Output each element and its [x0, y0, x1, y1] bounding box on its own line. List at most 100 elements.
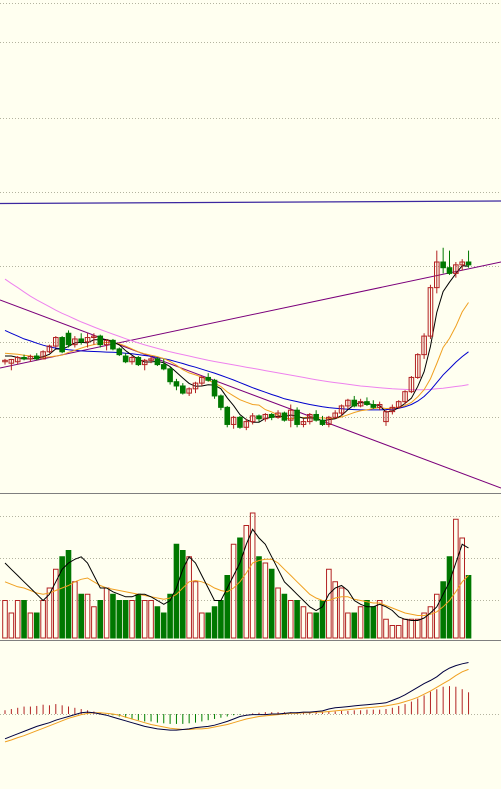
candle-down: [224, 406, 231, 425]
ma5-line: [5, 265, 469, 423]
candle-up: [262, 413, 269, 420]
candle-up: [192, 382, 199, 390]
candle-up: [414, 354, 421, 378]
volume-bar-down: [180, 550, 186, 639]
candle-up: [307, 413, 313, 423]
volume-bar-down: [205, 612, 211, 639]
candle-up: [2, 359, 8, 363]
candle-down: [211, 379, 218, 397]
candle-up: [459, 261, 465, 266]
candle-up: [402, 391, 408, 403]
candle-down: [110, 339, 116, 350]
candle-down: [446, 267, 453, 274]
candle-up: [199, 376, 205, 384]
macd-panel: [4, 662, 470, 743]
candle-down: [319, 419, 326, 425]
candle-down: [205, 376, 211, 381]
candle-up: [84, 337, 91, 343]
candle-up: [148, 358, 154, 361]
candle-down: [268, 413, 275, 418]
candle-up: [408, 376, 415, 393]
candle-down: [364, 401, 370, 405]
volume-bar-up: [332, 581, 338, 639]
grid-layer: [0, 3, 501, 715]
volume-bar-down: [135, 593, 142, 639]
volume-bar-down: [97, 600, 104, 639]
candle-down: [65, 332, 72, 346]
candle-up: [332, 412, 338, 418]
candle-up: [338, 405, 345, 414]
volume-bar-up: [84, 593, 91, 639]
candle-down: [154, 358, 161, 366]
candle-up: [230, 416, 237, 425]
volume-bar-down: [33, 612, 40, 639]
volume-bar-down: [110, 593, 116, 639]
volume-bar-up: [376, 600, 383, 639]
candle-down: [78, 338, 85, 343]
volume-bar-up: [395, 625, 402, 639]
volume-panel: [2, 512, 472, 639]
volume-bar-down: [465, 575, 472, 639]
candle-up: [300, 421, 307, 425]
panel-borders: [0, 493, 501, 641]
candle-up: [91, 335, 97, 339]
volume-bar-down: [364, 600, 370, 639]
candle-up: [389, 406, 396, 413]
candle-down: [281, 412, 288, 421]
candle-up: [395, 401, 402, 408]
volume-ma10-line: [4, 558, 469, 616]
volume-bar-down: [116, 600, 123, 639]
volume-bar-up: [383, 618, 389, 639]
volume-bar-up: [8, 612, 15, 639]
volume-bar-up: [338, 587, 345, 639]
candle-down: [313, 413, 319, 421]
volume-bar-up: [414, 618, 421, 639]
volume-bar-down: [313, 612, 319, 639]
falling-trendline: [0, 299, 501, 489]
candle-down: [97, 335, 104, 346]
candle-up: [14, 356, 21, 363]
volume-bar-down: [78, 593, 85, 639]
volume-bar-down: [211, 606, 218, 639]
candle-up: [249, 415, 256, 423]
volume-bar-down: [167, 593, 173, 639]
volume-bar-up: [300, 606, 307, 639]
volume-bar-down: [160, 612, 167, 639]
volume-bar-up: [192, 581, 199, 639]
candle-down: [180, 385, 186, 394]
volume-bar-up: [421, 612, 427, 639]
candle-down: [351, 399, 358, 407]
volume-bar-up: [275, 587, 281, 639]
volume-bar-up: [199, 612, 205, 639]
volume-bar-down: [281, 593, 288, 639]
volume-bar-down: [218, 600, 224, 639]
candle-up: [46, 345, 53, 353]
volume-bar-up: [141, 600, 148, 639]
candle-down: [294, 409, 300, 425]
ma20-line: [4, 329, 469, 411]
volume-bar-down: [224, 575, 231, 639]
candle-down: [173, 381, 180, 387]
volume-bar-up: [459, 537, 465, 639]
volume-bar-up: [307, 612, 313, 639]
price-panel: [0, 200, 501, 489]
candle-down: [237, 416, 243, 428]
volume-bar-up: [345, 612, 351, 639]
candle-up: [8, 358, 15, 364]
volume-bar-up: [243, 525, 250, 639]
volume-bar-up: [230, 543, 237, 639]
volume-bar-up: [129, 600, 135, 639]
volume-bar-up: [453, 518, 459, 639]
candle-up: [275, 412, 281, 418]
candle-up: [103, 339, 110, 346]
volume-bar-up: [2, 600, 8, 639]
candle-down: [370, 404, 377, 408]
volume-bar-up: [46, 587, 53, 639]
volume-bar-down: [154, 606, 161, 639]
volume-bar-down: [173, 543, 180, 639]
volume-bar-up: [389, 625, 396, 639]
volume-bar-down: [294, 600, 300, 639]
candle-down: [33, 355, 40, 360]
macd-dea-line: [4, 668, 469, 743]
